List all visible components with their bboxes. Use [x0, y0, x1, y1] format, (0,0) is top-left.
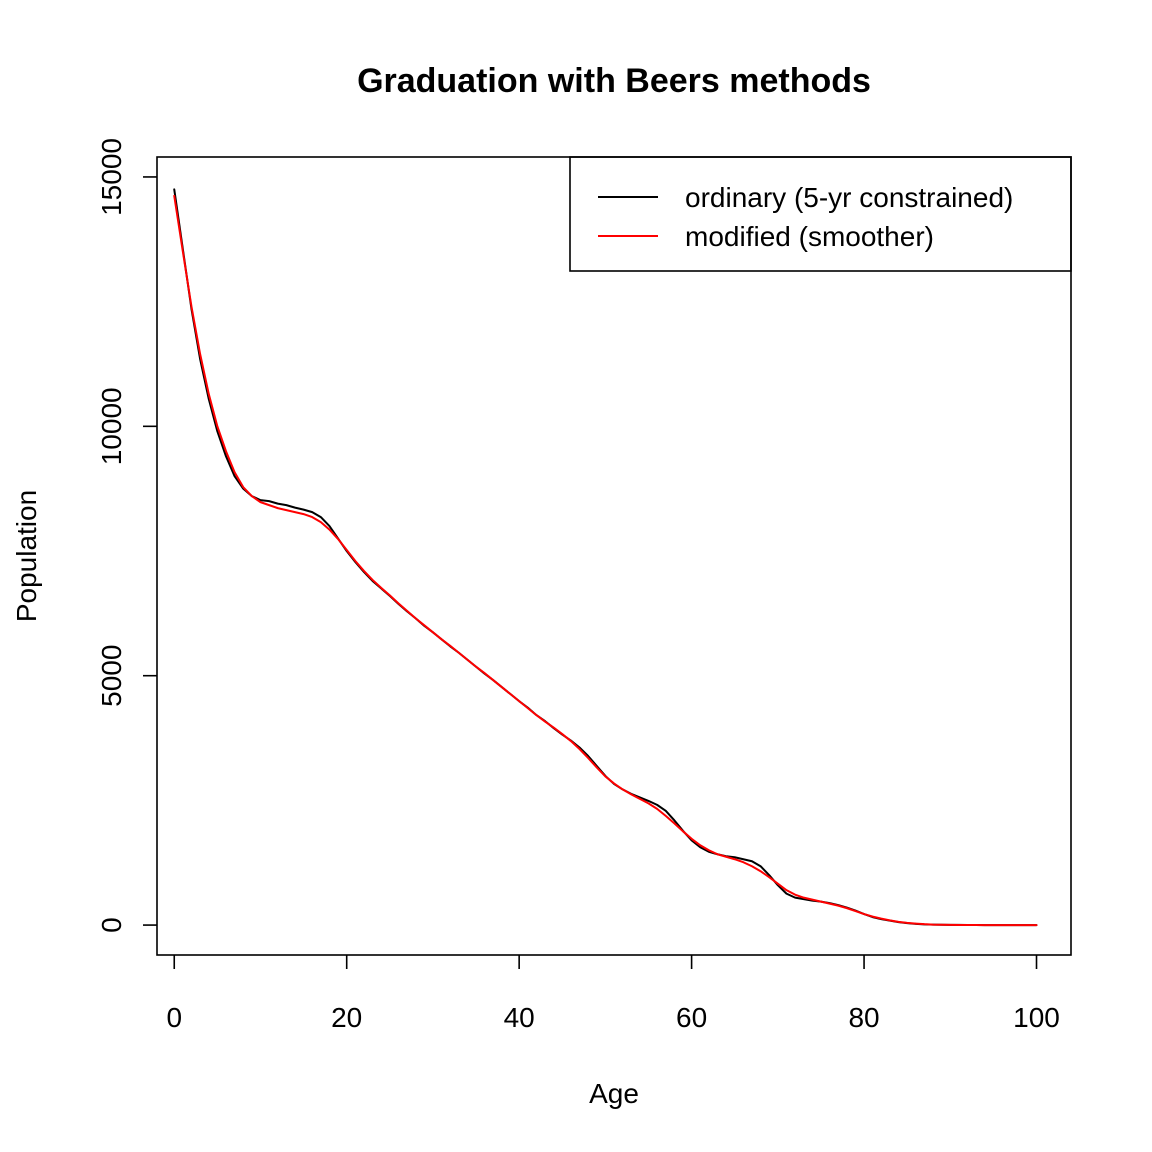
- y-axis: 0 5000 10000 15000: [96, 138, 157, 933]
- y-tick-label: 0: [96, 917, 127, 933]
- y-tick-label: 5000: [96, 645, 127, 707]
- x-tick-label: 100: [1013, 1002, 1060, 1033]
- legend: ordinary (5-yr constrained) modified (smo…: [569, 156, 1072, 272]
- y-tick-label: 15000: [96, 138, 127, 216]
- x-axis: 0 20 40 60 80 100: [166, 955, 1060, 1033]
- x-tick-label: 0: [166, 1002, 182, 1033]
- chart-title: Graduation with Beers methods: [357, 62, 871, 100]
- plot-frame: [156, 156, 1072, 956]
- x-tick-label: 20: [331, 1002, 362, 1033]
- y-axis-label: Population: [11, 490, 42, 622]
- y-tick-label: 10000: [96, 387, 127, 465]
- x-tick-label: 60: [676, 1002, 707, 1033]
- legend-box: [569, 156, 1072, 272]
- x-tick-label: 40: [504, 1002, 535, 1033]
- x-tick-label: 80: [848, 1002, 879, 1033]
- series-layer: [173, 188, 1038, 927]
- series-line-modified: [173, 194, 1038, 927]
- legend-label: ordinary (5-yr constrained): [685, 182, 1013, 213]
- x-axis-label: Age: [589, 1078, 639, 1109]
- series-line-ordinary: [173, 188, 1038, 927]
- legend-label: modified (smoother): [685, 221, 934, 252]
